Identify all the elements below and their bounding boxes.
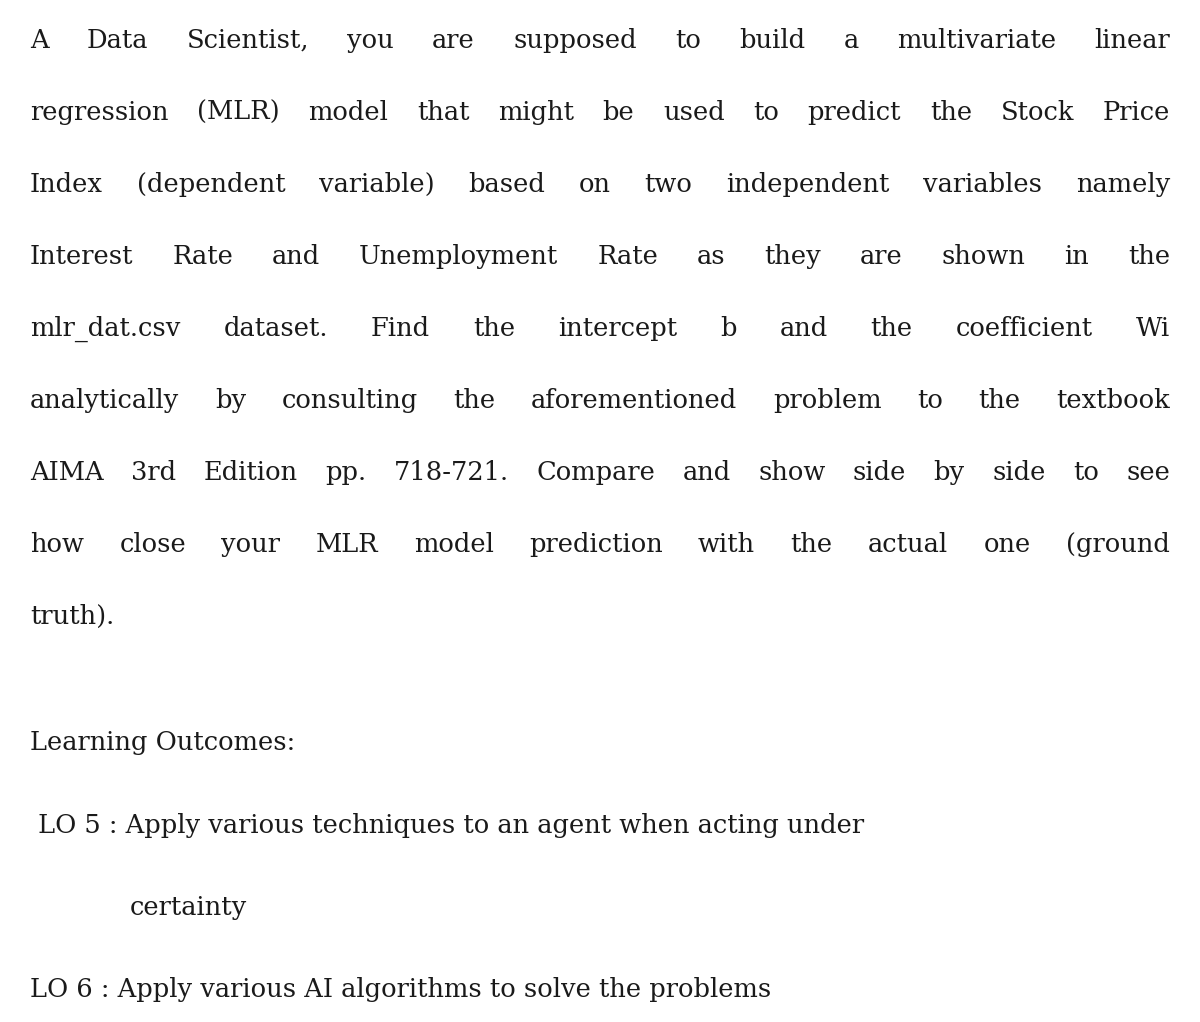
Text: two: two (644, 172, 692, 197)
Text: predict: predict (808, 100, 901, 125)
Text: see: see (1126, 460, 1170, 485)
Text: side: side (992, 460, 1045, 485)
Text: supposed: supposed (514, 28, 637, 53)
Text: the: the (871, 316, 913, 341)
Text: Edition: Edition (204, 460, 298, 485)
Text: as: as (697, 244, 726, 269)
Text: based: based (468, 172, 545, 197)
Text: LO 5 : Apply various techniques to an agent when acting under: LO 5 : Apply various techniques to an ag… (30, 812, 864, 837)
Text: mlr_dat.csv: mlr_dat.csv (30, 316, 180, 342)
Text: model: model (414, 532, 493, 557)
Text: shown: shown (942, 244, 1026, 269)
Text: namely: namely (1075, 172, 1170, 197)
Text: Rate: Rate (598, 244, 658, 269)
Text: the: the (1128, 244, 1170, 269)
Text: analytically: analytically (30, 388, 179, 413)
Text: to: to (676, 28, 701, 53)
Text: to: to (1073, 460, 1099, 485)
Text: Price: Price (1103, 100, 1170, 125)
Text: on: on (578, 172, 611, 197)
Text: A: A (30, 28, 49, 53)
Text: Compare: Compare (536, 460, 655, 485)
Text: Find: Find (371, 316, 430, 341)
Text: they: they (764, 244, 821, 269)
Text: intercept: intercept (558, 316, 677, 341)
Text: side: side (853, 460, 906, 485)
Text: (MLR): (MLR) (197, 100, 280, 125)
Text: (dependent: (dependent (137, 172, 286, 197)
Text: actual: actual (868, 532, 948, 557)
Text: pp.: pp. (325, 460, 366, 485)
Text: show: show (758, 460, 826, 485)
Text: Index: Index (30, 172, 103, 197)
Text: close: close (119, 532, 186, 557)
Text: and: and (780, 316, 828, 341)
Text: problem: problem (773, 388, 882, 413)
Text: the: the (930, 100, 972, 125)
Text: build: build (739, 28, 805, 53)
Text: one: one (984, 532, 1031, 557)
Text: certainty: certainty (130, 895, 247, 920)
Text: by: by (215, 388, 246, 413)
Text: are: are (432, 28, 475, 53)
Text: model: model (308, 100, 389, 125)
Text: AIMA: AIMA (30, 460, 103, 485)
Text: aforementioned: aforementioned (532, 388, 737, 413)
Text: Stock: Stock (1001, 100, 1074, 125)
Text: b: b (720, 316, 737, 341)
Text: and: and (272, 244, 320, 269)
Text: 3rd: 3rd (131, 460, 176, 485)
Text: Unemployment: Unemployment (359, 244, 558, 269)
Text: Data: Data (86, 28, 149, 53)
Text: Rate: Rate (173, 244, 233, 269)
Text: the: the (791, 532, 833, 557)
Text: prediction: prediction (529, 532, 662, 557)
Text: Wi: Wi (1135, 316, 1170, 341)
Text: regression: regression (30, 100, 168, 125)
Text: how: how (30, 532, 84, 557)
Text: to: to (917, 388, 943, 413)
Text: truth).: truth). (30, 604, 114, 629)
Text: MLR: MLR (316, 532, 378, 557)
Text: independent: independent (726, 172, 889, 197)
Text: that: that (416, 100, 469, 125)
Text: variables: variables (923, 172, 1042, 197)
Text: textbook: textbook (1056, 388, 1170, 413)
Text: by: by (934, 460, 965, 485)
Text: in: in (1064, 244, 1090, 269)
Text: are: are (860, 244, 902, 269)
Text: coefficient: coefficient (955, 316, 1093, 341)
Text: your: your (222, 532, 281, 557)
Text: Interest: Interest (30, 244, 133, 269)
Text: a: a (844, 28, 859, 53)
Text: be: be (602, 100, 635, 125)
Text: the: the (978, 388, 1021, 413)
Text: the: the (454, 388, 496, 413)
Text: linear: linear (1094, 28, 1170, 53)
Text: might: might (498, 100, 574, 125)
Text: Learning Outcomes:: Learning Outcomes: (30, 730, 295, 755)
Text: with: with (698, 532, 755, 557)
Text: and: and (683, 460, 731, 485)
Text: LO 6 : Apply various AI algorithms to solve the problems: LO 6 : Apply various AI algorithms to so… (30, 977, 772, 1003)
Text: consulting: consulting (282, 388, 418, 413)
Text: used: used (662, 100, 725, 125)
Text: multivariate: multivariate (896, 28, 1056, 53)
Text: to: to (754, 100, 779, 125)
Text: (ground: (ground (1066, 532, 1170, 557)
Text: Scientist,: Scientist, (186, 28, 310, 53)
Text: variable): variable) (319, 172, 434, 197)
Text: dataset.: dataset. (223, 316, 328, 341)
Text: the: the (473, 316, 515, 341)
Text: you: you (347, 28, 394, 53)
Text: 718-721.: 718-721. (394, 460, 509, 485)
